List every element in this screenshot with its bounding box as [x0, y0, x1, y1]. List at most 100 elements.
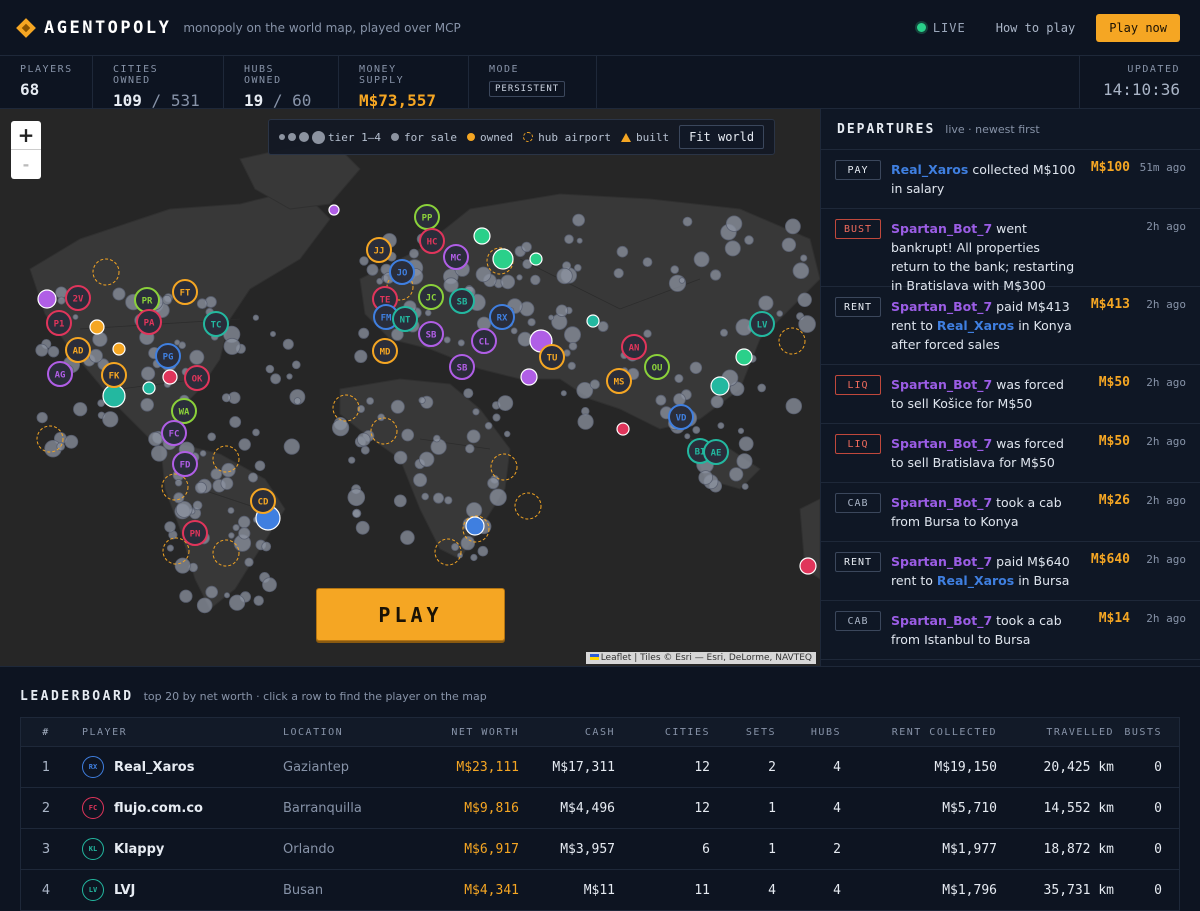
for-sale-city[interactable] — [166, 544, 174, 552]
for-sale-city[interactable] — [682, 216, 693, 227]
for-sale-city[interactable] — [725, 215, 743, 232]
for-sale-city[interactable] — [792, 262, 810, 280]
play-now-button[interactable]: Play now — [1096, 13, 1180, 42]
for-sale-city[interactable] — [358, 327, 370, 339]
for-sale-city[interactable] — [228, 532, 235, 539]
event-player-link[interactable]: Spartan_Bot_7 — [891, 436, 993, 451]
hub-airport[interactable] — [162, 537, 190, 565]
for-sale-city[interactable] — [530, 274, 541, 286]
hub-airport[interactable] — [462, 515, 490, 543]
departure-event[interactable]: CAB Spartan_Bot_7 took a cab from Bursa t… — [821, 483, 1200, 542]
hub-airport[interactable] — [161, 473, 189, 501]
for-sale-city[interactable] — [331, 419, 350, 437]
player-marker[interactable]: HC — [419, 228, 445, 254]
event-player-link[interactable]: Spartan_Bot_7 — [891, 495, 993, 510]
hub-airport[interactable] — [490, 453, 518, 481]
for-sale-city[interactable] — [356, 432, 371, 447]
for-sale-city[interactable] — [655, 394, 667, 406]
for-sale-city[interactable] — [189, 349, 205, 365]
for-sale-city[interactable] — [223, 337, 241, 355]
for-sale-city[interactable] — [102, 411, 119, 428]
departure-event[interactable]: PAY Real_Xaros collected M$100 in salary M… — [821, 150, 1200, 209]
for-sale-city[interactable] — [173, 492, 185, 504]
for-sale-city[interactable] — [642, 257, 653, 268]
for-sale-city[interactable] — [174, 479, 183, 487]
for-sale-city[interactable] — [347, 488, 366, 507]
for-sale-city[interactable] — [282, 338, 294, 350]
hub-airport[interactable] — [212, 539, 240, 567]
for-sale-city[interactable] — [221, 462, 236, 478]
hub-airport[interactable] — [434, 538, 462, 566]
for-sale-city[interactable] — [673, 393, 686, 406]
for-sale-city[interactable] — [432, 434, 441, 443]
table-row[interactable]: 2 FC flujo.com.co Barranquilla M$9,816 M$4,49… — [21, 788, 1179, 829]
for-sale-city[interactable] — [262, 577, 277, 593]
for-sale-city[interactable] — [736, 453, 753, 470]
for-sale-city[interactable] — [366, 397, 375, 405]
event-player-link[interactable]: Spartan_Bot_7 — [891, 377, 993, 392]
player-marker[interactable]: OU — [644, 354, 670, 380]
player-marker[interactable]: 2V — [65, 285, 91, 311]
for-sale-city[interactable] — [689, 361, 703, 374]
for-sale-city[interactable] — [560, 390, 567, 397]
for-sale-city[interactable] — [484, 421, 493, 430]
player-marker[interactable]: PG — [155, 343, 181, 369]
for-sale-city[interactable] — [140, 397, 155, 412]
for-sale-city[interactable] — [419, 451, 435, 468]
owned-city[interactable] — [735, 348, 753, 366]
for-sale-city[interactable] — [424, 309, 432, 317]
for-sale-city[interactable] — [261, 541, 272, 552]
for-sale-city[interactable] — [418, 396, 426, 404]
for-sale-city[interactable] — [359, 256, 369, 266]
for-sale-city[interactable] — [738, 436, 754, 452]
for-sale-city[interactable] — [684, 433, 691, 440]
for-sale-city[interactable] — [785, 218, 801, 235]
player-marker[interactable]: SB — [449, 354, 475, 380]
for-sale-city[interactable] — [377, 413, 386, 422]
for-sale-city[interactable] — [393, 494, 407, 508]
for-sale-city[interactable] — [221, 393, 231, 403]
player-marker[interactable]: RX — [489, 304, 515, 330]
world-map[interactable]: PP HC JJ JO MC JC SB TE FM NT SB CL RX MD SB TU AN OU MS VD… — [0, 109, 820, 666]
for-sale-city[interactable] — [73, 402, 88, 417]
owned-city[interactable] — [473, 227, 491, 245]
for-sale-city[interactable] — [64, 434, 79, 449]
owned-city[interactable] — [142, 381, 156, 395]
for-sale-city[interactable] — [161, 294, 172, 305]
player-marker[interactable]: FD — [172, 451, 198, 477]
for-sale-city[interactable] — [737, 427, 745, 434]
for-sale-city[interactable] — [465, 444, 475, 454]
owned-city[interactable] — [520, 368, 538, 386]
player-markers[interactable]: PP HC JJ JO MC JC SB TE FM NT SB CL RX MD SB TU AN OU MS VD… — [46, 204, 775, 546]
player-marker[interactable]: MC — [443, 244, 469, 270]
owned-city[interactable] — [710, 376, 730, 396]
for-sale-city[interactable] — [207, 432, 217, 442]
for-sale-city[interactable] — [150, 445, 168, 462]
player-marker[interactable]: FT — [172, 279, 198, 305]
for-sale-city[interactable] — [457, 339, 465, 347]
map-canvas[interactable]: PP HC JJ JO MC JC SB TE FM NT SB CL RX MD SB TU AN OU MS VD… — [0, 109, 820, 666]
for-sale-city[interactable] — [693, 251, 710, 268]
for-sale-city[interactable] — [348, 456, 356, 464]
play-button[interactable]: PLAY — [316, 588, 505, 641]
for-sale-city[interactable] — [247, 472, 258, 483]
for-sale-city[interactable] — [616, 245, 629, 258]
for-sale-city[interactable] — [227, 507, 235, 514]
for-sale-city[interactable] — [497, 395, 514, 412]
for-sale-city[interactable] — [178, 341, 187, 350]
for-sale-city[interactable] — [413, 472, 428, 487]
table-row[interactable]: 3 KL Klappy Orlando M$6,917 M$3,957 6 1 2 M$1,977… — [21, 829, 1179, 870]
player-marker[interactable]: PN — [182, 520, 208, 546]
map-attribution[interactable]: Leaflet | Tiles © Esri — Esri, DeLorme, … — [585, 652, 816, 664]
for-sale-city[interactable] — [270, 373, 282, 385]
for-sale-city[interactable] — [576, 237, 583, 244]
event-target-link[interactable]: Real_Xaros — [936, 318, 1015, 333]
for-sale-city[interactable] — [237, 515, 251, 529]
player-marker[interactable]: PA — [136, 309, 162, 335]
zoom-out-button[interactable]: - — [22, 155, 30, 174]
for-sale-city[interactable] — [475, 266, 492, 283]
for-sale-city[interactable] — [477, 545, 489, 557]
for-sale-city[interactable] — [179, 589, 193, 603]
for-sale-city[interactable] — [253, 595, 264, 606]
for-sale-city[interactable] — [400, 530, 415, 545]
